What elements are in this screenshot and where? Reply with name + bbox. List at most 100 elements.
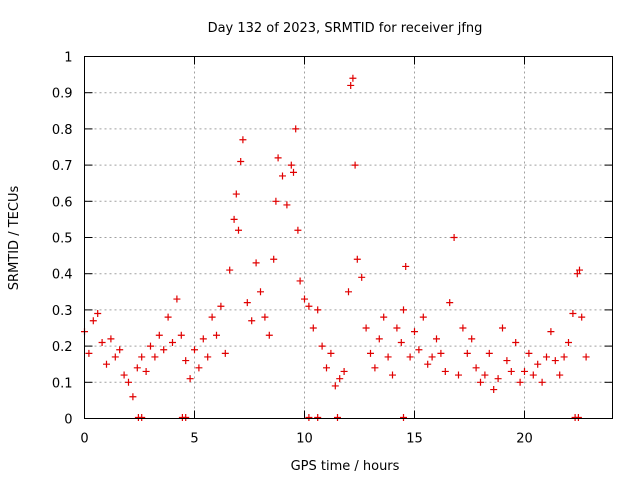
data-point [217,302,225,310]
data-point [507,367,515,375]
x-tick-label: 10 [296,432,313,447]
y-tick-label: 1 [64,51,72,66]
data-point [204,353,212,361]
data-point [116,346,124,354]
data-point [494,375,502,383]
data-point [529,371,537,379]
data-point [485,349,493,357]
data-point [213,331,220,339]
y-tick-label: 0.7 [52,159,73,174]
data-point [437,349,445,357]
data-point [477,378,484,386]
data-point [89,317,97,325]
data-point [164,313,172,321]
axis-ticks: 00.10.20.30.40.50.60.70.80.910 5 10 15 20 [52,51,613,447]
zero-marker [138,414,146,421]
data-point [272,197,280,205]
data-point [389,371,396,379]
data-point [353,255,361,263]
data-point [397,338,405,346]
data-point [534,360,542,368]
y-tick-label: 0 [64,413,72,428]
data-point [309,324,317,332]
data-point [186,375,194,383]
data-point [551,357,559,365]
data-point [468,335,476,343]
data-point [294,226,302,234]
data-point [169,338,176,346]
data-point [243,299,251,307]
data-points [81,74,590,421]
data-point [133,364,141,372]
data-point [512,338,520,346]
data-point [340,367,348,375]
data-point [265,331,273,339]
data-point [490,386,498,394]
y-tick-label: 0.9 [52,87,73,102]
data-point [261,313,269,321]
data-point [237,157,245,165]
data-point [142,367,150,375]
data-point [155,331,163,339]
zero-marker [400,414,407,421]
data-point [314,306,322,314]
data-point [349,74,357,82]
data-point [411,328,418,336]
data-point [226,266,234,274]
data-point [371,364,379,372]
data-point [230,215,238,223]
data-point [446,299,454,307]
data-point [177,331,185,339]
data-point [424,360,432,368]
data-point [290,168,297,176]
data-point [199,335,207,343]
chart-title: Day 132 of 2023, SRMTID for receiver jfn… [208,21,483,36]
data-point [305,302,313,310]
zero-marker [305,414,313,421]
data-point [384,353,392,361]
data-point [499,324,506,332]
data-point [239,136,247,144]
data-point [406,353,414,361]
data-point [287,161,295,169]
data-point [301,295,308,303]
data-point [274,154,282,162]
x-tick-label: 20 [516,432,533,447]
data-point [538,378,546,386]
data-point [182,357,190,365]
data-point [347,81,355,89]
data-point [367,349,374,357]
data-point [125,378,132,386]
data-point [257,288,264,296]
data-point [576,266,583,274]
data-point [323,364,330,372]
y-axis-label: SRMTID / TECUs [7,186,22,291]
data-point [85,349,93,357]
data-point [481,371,489,379]
data-point [525,349,533,357]
data-point [296,277,304,285]
data-point [459,324,467,332]
x-axis-label: GPS time / hours [291,459,400,474]
data-point [543,353,550,361]
data-point [433,335,440,343]
data-point [582,353,590,361]
data-point [573,270,581,278]
data-point [129,393,137,401]
zero-marker [334,414,341,421]
data-point [345,288,352,296]
x-tick-label: 5 [190,432,198,447]
data-point [472,364,480,372]
data-point [393,324,401,332]
data-point [94,310,102,318]
data-point [151,353,159,361]
data-point [565,338,572,346]
data-point [160,346,168,354]
data-point [103,360,110,368]
data-point [232,190,240,198]
data-point [327,349,335,357]
data-point [450,234,458,241]
zero-marker [574,414,582,421]
data-point [547,328,555,336]
